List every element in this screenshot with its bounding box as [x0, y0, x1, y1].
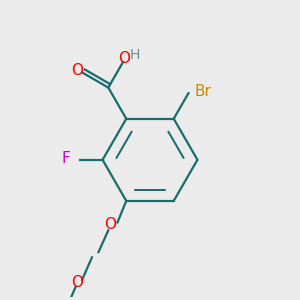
Text: O: O: [71, 63, 83, 78]
Text: H: H: [129, 48, 140, 62]
Text: O: O: [118, 51, 130, 66]
Text: F: F: [62, 151, 70, 166]
Text: O: O: [104, 217, 116, 232]
Text: O: O: [71, 274, 83, 290]
Text: Br: Br: [194, 84, 211, 99]
